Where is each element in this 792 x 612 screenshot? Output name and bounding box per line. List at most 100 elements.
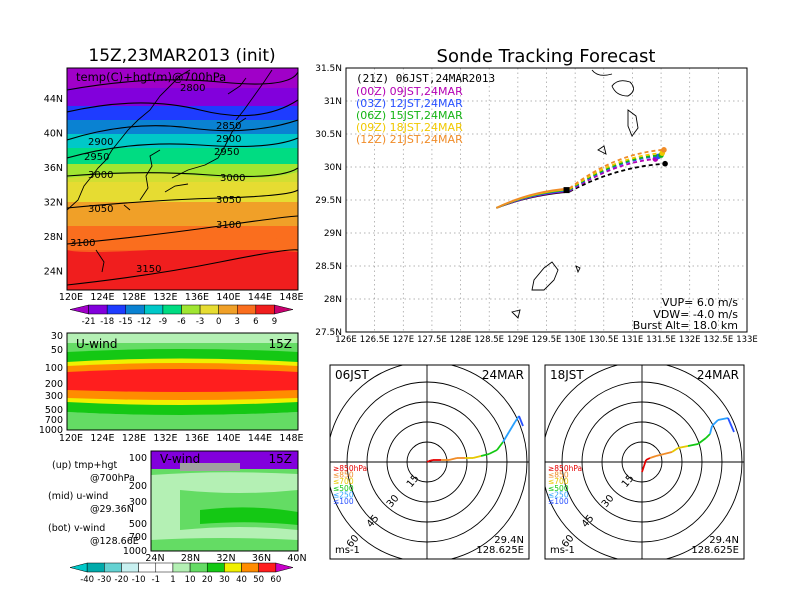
colorbar-label: 30 — [219, 575, 230, 585]
temperature-map — [67, 68, 298, 290]
contour-labels: 2800 2850 2900 2900 2950 2950 3000 3000 … — [70, 83, 245, 275]
lon-tick-label: 129.5E — [532, 335, 562, 345]
colorbar-label: -21 — [82, 317, 96, 327]
hodograph-trace — [426, 460, 430, 463]
hodograph-level-legend: ≤700 — [333, 477, 354, 486]
vwind-lat-ticks: 24N 28N 32N 36N 40N — [145, 553, 306, 564]
lat-tick-label: 44N — [44, 94, 63, 105]
uwind-time: 15Z — [269, 337, 293, 351]
lon-tick-label: 124E — [90, 433, 114, 444]
colorbar-label: 0 — [216, 317, 221, 327]
vwind-time: 15Z — [269, 452, 293, 466]
lon-tick-label: 144E — [248, 292, 272, 303]
pressure-tick-label: 500 — [45, 405, 63, 416]
lat-tick-label: 32N — [44, 198, 63, 209]
hodograph-trace — [448, 457, 458, 461]
trajectory-line — [495, 187, 570, 209]
colorbar-label: -6 — [177, 317, 185, 327]
lon-tick-label: 120E — [59, 292, 83, 303]
hodograph-level-legend: ≥850hPa — [548, 464, 582, 473]
hodograph-unit: ms-1 — [335, 545, 360, 556]
lon-tick-label: 124E — [90, 292, 114, 303]
colorbar-swatch — [206, 562, 225, 573]
lat-tick-label: 28N — [44, 232, 63, 243]
colorbar-swatch — [88, 304, 108, 315]
pressure-tick-label: 300 — [129, 497, 147, 508]
hodograph-trace — [671, 447, 679, 453]
hodograph-trace — [502, 431, 510, 443]
colorbar-swatch — [104, 562, 122, 573]
lat-tick-label: 36N — [44, 163, 63, 174]
hodograph-trace — [472, 455, 482, 459]
panel-legend: (up) tmp+hgt @700hPa (mid) u-wind @29.36… — [48, 460, 139, 547]
contour-label: 3050 — [216, 195, 241, 206]
contour-label: 2950 — [214, 147, 239, 158]
hodograph-level-legend: ≤100 — [333, 497, 354, 506]
hodograph-lon: 128.625E — [476, 545, 524, 556]
contour-label: 3100 — [70, 238, 95, 249]
contour-label: 2850 — [216, 121, 241, 132]
hodograph-trace — [717, 417, 729, 421]
lon-tick-label: 140E — [216, 292, 240, 303]
legend-line: (bot) v-wind — [48, 523, 105, 534]
lon-tick-label: 144E — [248, 433, 272, 444]
colorbar-swatch — [125, 304, 145, 315]
vwind-frame — [150, 450, 299, 552]
hodograph-trace — [643, 459, 647, 467]
colorbar-swatch — [224, 562, 242, 573]
hodograph-trace — [705, 433, 711, 439]
trajectory-forecast-line — [568, 162, 666, 193]
uwind-frame — [66, 332, 299, 431]
colorbar-label: 1 — [170, 575, 175, 585]
tracking-lat-ticks: 31.5N 31N 30.5N 30N 29.5N 29N 28.5N 28N 27.5N — [315, 64, 342, 338]
lat-tick-label: 31.5N — [315, 64, 342, 74]
hodograph-trace — [480, 453, 490, 457]
lon-tick-label: 132E — [153, 292, 177, 303]
tracking-info: VUP= 6.0 m/s VDW= -4.0 m/s Burst Alt= 18… — [633, 296, 739, 332]
colorbar-label: 50 — [253, 575, 264, 585]
hodograph-trace — [428, 459, 434, 462]
contour-label: 3150 — [136, 264, 161, 275]
pressure-tick-label: 1000 — [39, 425, 63, 436]
lon-tick-label: 133E — [736, 335, 758, 345]
colorbar-swatch — [138, 562, 157, 573]
launch-marker — [563, 187, 570, 194]
hodograph-trace — [655, 453, 665, 457]
colorbar-swatch — [162, 304, 182, 315]
pressure-tick-label: 500 — [129, 519, 147, 530]
tracking-frame — [345, 67, 748, 333]
lon-tick-label: 126E — [335, 335, 357, 345]
lon-tick-label: 130.5E — [589, 335, 619, 345]
lon-tick-label: 140E — [216, 433, 240, 444]
contour-label: 3000 — [220, 173, 245, 184]
colorbar-swatch — [275, 562, 294, 573]
legend-line: @700hPa — [90, 473, 135, 484]
colorbar-swatch — [144, 304, 164, 315]
lon-tick-label: 148E — [279, 292, 303, 303]
lon-tick-label: 130E — [564, 335, 586, 345]
pressure-tick-label: 50 — [51, 345, 63, 356]
lon-tick-label: 136E — [185, 433, 209, 444]
pressure-tick-label: 1000 — [123, 546, 147, 557]
lat-tick-label: 28N — [324, 295, 342, 305]
map-lon-ticks: 120E 124E 128E 132E 136E 140E 144E 148E — [59, 292, 304, 303]
colorbar-label: -12 — [137, 317, 151, 327]
lat-tick-label: 27.5N — [315, 328, 342, 338]
hodograph-level-legend: ≥850hPa — [333, 464, 367, 473]
colorbar-label: -10 — [132, 575, 146, 585]
lat-tick-label: 30.5N — [315, 130, 342, 140]
hodograph-06jst: 06JST 24MAR15304560≥850hPa≤850≤700≤500≤25… — [329, 364, 530, 560]
colorbar-swatch — [258, 562, 277, 573]
colorbar-label: 20 — [202, 575, 213, 585]
vwind-label: V-wind — [160, 452, 200, 466]
map-label: temp(C)+hgt(m)@700hPa — [76, 70, 226, 84]
legend-line: @29.36N — [90, 504, 134, 515]
pressure-tick-label: 300 — [45, 391, 63, 402]
hodograph-lat: 29.4N — [709, 535, 739, 546]
colorbar-swatch — [218, 304, 238, 315]
uwind-lon-ticks: 120E 124E 128E 132E 136E 140E 144E 148E — [59, 433, 304, 444]
tracking-legend-item: (12Z) 21JST,24MAR — [356, 133, 463, 146]
colorbar-label: 60 — [270, 575, 281, 585]
